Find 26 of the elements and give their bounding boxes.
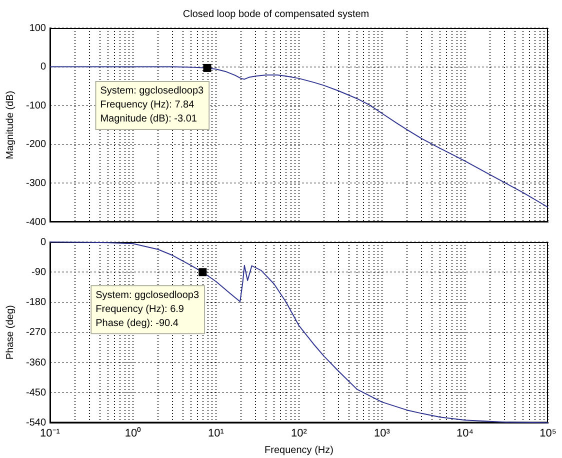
x-tick-label: 10³ bbox=[374, 427, 390, 440]
y-tick-label: -400 bbox=[26, 216, 46, 228]
y-tick-label: 0 bbox=[40, 62, 46, 73]
y-tick-label: -180 bbox=[26, 297, 46, 308]
y-tick-label: -270 bbox=[26, 327, 46, 338]
x-tick-label: 10⁵ bbox=[540, 427, 556, 440]
y-tick-label: 0 bbox=[40, 236, 46, 248]
x-tick-label: 10⁻¹ bbox=[40, 427, 60, 440]
x-tick-label: 10² bbox=[291, 427, 308, 440]
y-tick-label: -540 bbox=[26, 418, 46, 429]
chart-title: Closed loop bode of compensated system bbox=[182, 8, 370, 20]
y-axis-title: Magnitude (dB) bbox=[4, 90, 16, 160]
y-axis-title: Phase (deg) bbox=[4, 305, 16, 360]
y-tick-label: -90 bbox=[32, 266, 46, 278]
x-tick-label: 10⁴ bbox=[456, 427, 474, 440]
annotation: System: ggclosedloop3 Frequency (Hz): 7.84 Magnitude (dB): -3.01 bbox=[100, 86, 204, 125]
y-tick-label: -200 bbox=[26, 139, 46, 150]
y-tick-label: -300 bbox=[26, 178, 46, 189]
x-tick-label: 10⁰ bbox=[124, 426, 142, 440]
x-tick-label: 10¹ bbox=[208, 427, 224, 440]
x-axis-title: Frequency (Hz) bbox=[264, 444, 334, 456]
annotation: System: ggclosedloop3 Frequency (Hz): 6.9 Phase (deg): -90.4 bbox=[96, 290, 200, 329]
y-tick-label: -360 bbox=[26, 357, 46, 368]
y-tick-label: -100 bbox=[26, 100, 46, 112]
y-tick-label: 100 bbox=[29, 22, 46, 34]
y-tick-label: -450 bbox=[26, 387, 46, 398]
